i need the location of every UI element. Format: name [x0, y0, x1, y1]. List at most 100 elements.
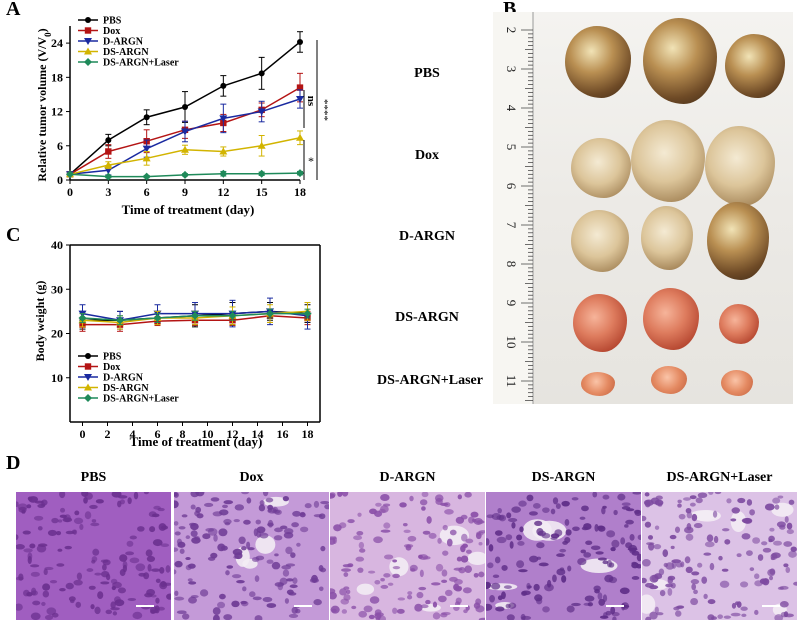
histology-nucleus [176, 610, 187, 615]
histology-nucleus [559, 548, 567, 553]
four-star-label: **** [318, 99, 330, 121]
histology-nucleus [69, 599, 75, 604]
histology-nucleus [464, 565, 473, 574]
histology-nucleus [256, 526, 266, 534]
chartC-legend-label-dox: Dox [103, 362, 120, 373]
histology-nucleus [97, 591, 104, 600]
histology-nucleus [373, 536, 383, 544]
ruler-number: 8 [504, 261, 519, 268]
histology-image-0 [16, 492, 171, 620]
histo-title-ds-argn: DS-ARGN [531, 470, 596, 485]
histology-nucleus [419, 569, 424, 578]
histology-nucleus [313, 514, 323, 518]
chartA-y-tick-label: 18 [51, 70, 63, 84]
histology-nucleus [145, 549, 153, 557]
histology-nucleus [460, 545, 466, 553]
histology-nucleus [410, 568, 416, 572]
histology-nucleus [383, 554, 394, 560]
histology-nucleus [741, 613, 747, 618]
histology-nucleus [100, 559, 109, 563]
histology-nucleus [583, 552, 592, 558]
histology-nucleus [369, 508, 377, 515]
histology-nucleus [353, 535, 363, 541]
chartA-x-tick-label: 18 [294, 185, 306, 199]
tumor-ds-argn-1 [573, 294, 627, 352]
histology-nucleus [533, 583, 540, 591]
histology-nucleus [320, 545, 326, 552]
histology-nucleus [581, 505, 589, 512]
chartC-y-tick-label: 10 [51, 371, 63, 385]
histology-nucleus [518, 500, 527, 507]
histology-nucleus [564, 536, 571, 544]
histology-nucleus [565, 529, 572, 536]
histology-nucleus [125, 551, 135, 556]
histology-nucleus [613, 509, 618, 516]
histology-nucleus [146, 555, 156, 563]
chartA-point-ds-argn [104, 161, 113, 169]
histology-nucleus [585, 540, 593, 546]
histology-nucleus [685, 566, 693, 574]
histology-nucleus [785, 566, 791, 573]
chartC-legend-label-pbs: PBS [103, 352, 122, 363]
histology-nucleus [667, 587, 673, 596]
chartA-point-pbs [258, 70, 265, 77]
histology-dox [174, 492, 329, 620]
histology-nucleus [691, 513, 698, 522]
chartA-point-ds-argn [219, 147, 228, 155]
histology-nucleus [678, 513, 686, 520]
histology-nucleus [774, 614, 784, 620]
ruler-number: 11 [504, 375, 519, 388]
histology-nucleus [508, 517, 518, 523]
histology-nucleus [218, 528, 228, 537]
histology-nucleus [707, 614, 715, 620]
histology-nucleus [57, 519, 63, 523]
histology-nucleus [30, 612, 41, 620]
histology-nucleus [473, 572, 479, 578]
histology-nucleus [279, 525, 288, 530]
histology-nucleus [665, 583, 674, 588]
histology-nucleus [602, 594, 608, 602]
histology-nucleus [780, 611, 788, 618]
histology-nucleus [593, 585, 601, 592]
histology-nucleus [746, 499, 753, 506]
histology-nucleus [605, 610, 612, 616]
histology-nucleus [185, 557, 191, 561]
histology-nucleus [343, 572, 349, 578]
histology-nucleus [506, 614, 515, 620]
histology-nucleus [241, 492, 249, 495]
chartC-x-tick-label: 8 [180, 427, 186, 441]
histology-nucleus [602, 505, 607, 509]
histology-nucleus [42, 590, 50, 598]
histology-nucleus [428, 532, 437, 539]
histology-nucleus [149, 526, 156, 533]
histology-nucleus [773, 540, 782, 546]
histology-nucleus [677, 499, 682, 504]
histology-nucleus [41, 601, 46, 606]
histology-nucleus [762, 547, 772, 553]
histology-nucleus [494, 556, 501, 564]
histology-nucleus [580, 549, 587, 554]
histology-nucleus [282, 495, 289, 502]
histology-nucleus [783, 541, 793, 547]
tumor-d-argn-1 [571, 210, 629, 272]
histology-nucleus [572, 526, 580, 532]
chartA-x-tick-label: 3 [105, 185, 111, 199]
histology-nucleus [606, 530, 616, 538]
histology-nucleus [60, 507, 66, 513]
histology-nucleus [309, 577, 320, 583]
histology-nucleus [473, 602, 481, 609]
histology-nucleus [764, 503, 775, 511]
histology-nucleus [625, 519, 634, 525]
histology-nucleus [538, 562, 549, 567]
histology-nucleus [32, 600, 41, 606]
histology-nucleus [231, 574, 242, 579]
histology-nucleus [674, 526, 681, 533]
histology-nucleus [330, 536, 337, 541]
tumor-dox-2 [631, 120, 705, 202]
histology-nucleus [497, 595, 503, 601]
histology-nucleus [179, 548, 185, 554]
histology-nucleus [784, 516, 789, 523]
histology-nucleus [529, 555, 539, 563]
histology-nucleus [166, 593, 171, 600]
histology-nucleus [79, 523, 84, 531]
